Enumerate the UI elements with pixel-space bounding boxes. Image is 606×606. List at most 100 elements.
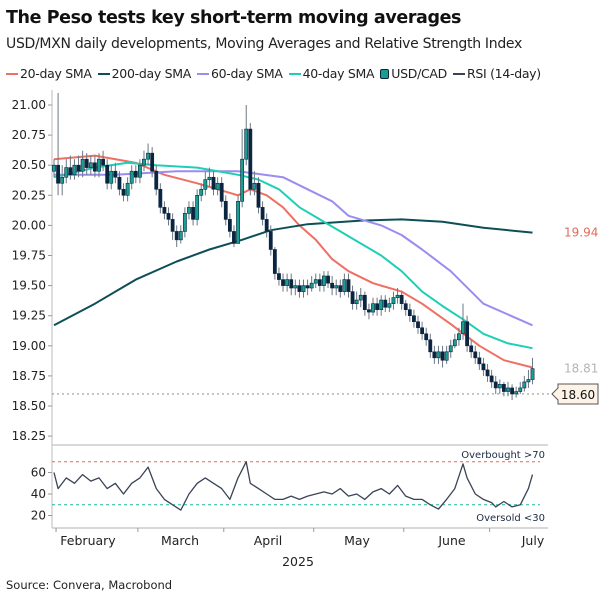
candle [285,273,290,292]
candle [264,213,269,238]
candle [109,165,114,190]
candle-body [170,219,175,232]
candle-body [428,339,433,353]
candle-body [305,285,310,289]
candle [485,363,490,382]
candle-body [379,299,384,310]
candle-icon [380,68,390,79]
candle [452,333,457,349]
candle-body [158,188,163,208]
y-tick-label: 18.50 [12,399,46,413]
candle [178,225,183,244]
candle-body [113,170,118,178]
candle [477,351,482,370]
y-tick-label: 19.50 [12,279,46,293]
candle [412,309,416,328]
candle [105,159,110,190]
y-tick-label: 18.75 [12,369,46,383]
legend-swatch [288,72,301,75]
candle [260,201,265,226]
candle-body [403,303,408,310]
candle-body [457,333,461,341]
candle-body [530,368,535,380]
candle [428,333,433,358]
candle-body [244,128,249,160]
last-price-callout-label: 18.60 [561,388,595,402]
candle-body [362,294,367,310]
candle [326,271,330,289]
x-month-label: February [60,533,116,548]
candle [367,303,371,320]
candle-body [510,387,514,395]
candle-body [375,303,380,310]
candle [154,165,159,196]
candle-body [166,213,171,220]
x-month-label: July [521,533,545,548]
candle-body [506,387,510,392]
candle-body [371,303,375,313]
candle-body [501,384,506,392]
candle [416,315,420,334]
candle [211,171,216,196]
candle [150,147,155,178]
candle [342,273,347,296]
candle-body [281,279,285,286]
candle [399,291,404,310]
candle [76,155,81,178]
candle [68,155,73,180]
candle [322,271,326,292]
candle-body [64,167,69,178]
candle [526,369,531,388]
candle-body [448,345,453,353]
rsi-y-tick-label: 60 [31,466,46,480]
candle [166,207,171,226]
candle-body [88,162,93,168]
candle-body [195,195,200,220]
candle [362,291,367,316]
candle [281,273,285,292]
sma-200-value-label: 19.94 [564,226,598,240]
candle-body [399,294,404,304]
rsi-y-tick-label: 40 [31,487,46,501]
candle [522,375,527,392]
candle [379,295,384,316]
candle-body [97,158,101,172]
candle-body [444,351,449,361]
rsi-y-tick-label: 20 [31,509,46,523]
sma-40-line [53,161,533,350]
chart-subtitle: USD/MXN daily developments, Moving Avera… [6,36,522,52]
candle [133,165,138,184]
candle [346,273,351,298]
candle-body [146,152,150,160]
candle [465,315,469,352]
candle-body [330,282,335,289]
candle-body [322,275,326,286]
legend-item-20-day-sma: 20-day SMA [6,66,92,81]
candle [191,201,195,226]
candle-body [285,279,290,286]
candle [240,129,245,208]
candle [215,177,220,196]
candle [268,225,273,256]
y-tick-label: 20.50 [12,158,46,172]
candle-body [293,285,298,289]
candle [174,225,179,248]
candle [436,345,441,364]
candle-body [223,201,228,220]
candle-body [497,384,502,389]
x-month-label: April [254,533,283,548]
candle-body [227,219,232,232]
candle [203,171,208,196]
x-month-label: March [161,533,199,548]
candle-body [109,170,114,184]
candle [297,279,302,298]
candle-body [203,179,208,190]
candle [313,273,318,289]
candle-body [416,321,420,329]
candle [72,159,77,180]
candle [514,386,519,398]
candle-body [129,170,134,184]
candle-body [518,387,523,392]
